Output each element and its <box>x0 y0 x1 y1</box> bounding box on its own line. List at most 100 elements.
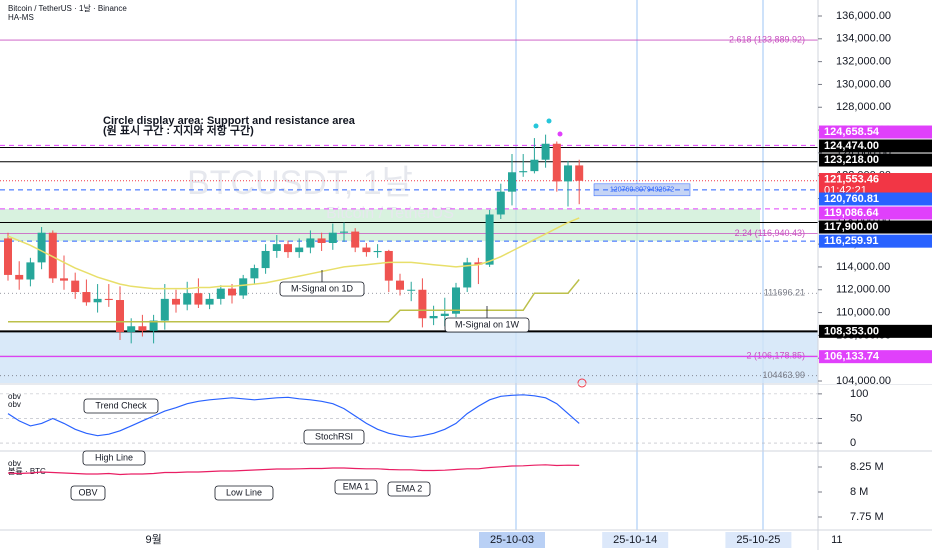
signal-dot <box>533 123 539 129</box>
price-tag <box>819 220 932 234</box>
x-tick-label: 11 <box>831 534 842 546</box>
candle-body <box>127 326 136 332</box>
candle-body <box>172 298 180 305</box>
candle-body <box>216 288 225 299</box>
candle-body <box>362 247 371 253</box>
price-tag <box>819 206 932 220</box>
candle-body <box>373 250 382 253</box>
candle-body <box>194 293 203 305</box>
price-tag <box>819 324 932 338</box>
time-highlight <box>479 532 545 548</box>
price-tag-label: 117,900.00 <box>824 221 878 233</box>
candle-body <box>485 214 494 265</box>
y-tick-label: 132,000.00 <box>836 56 891 68</box>
annotation: (원 표시 구간 : 지지와 저항 구간) <box>103 123 254 137</box>
y-tick-label: 110,000.00 <box>836 306 890 318</box>
candle-body <box>508 172 516 192</box>
callout-box <box>83 398 159 414</box>
candle-body <box>37 232 46 263</box>
candle-body <box>160 298 169 321</box>
y-tick-label: 100 <box>850 388 868 400</box>
price-tag <box>819 139 932 153</box>
candle-body <box>396 280 404 290</box>
time-highlight <box>602 532 669 548</box>
price-tag <box>819 234 932 248</box>
candle-body <box>272 244 281 251</box>
price-line-label: 2 (106,178.85) <box>746 351 805 361</box>
callout-label: Trend Check <box>95 400 147 410</box>
y-tick-label: 0 <box>850 437 856 449</box>
callout-box <box>82 450 146 466</box>
callout-label: High Line <box>95 452 133 462</box>
support-zone <box>0 208 760 242</box>
symbol-title: Bitcoin / TetherUS · 1날 · Binance <box>8 3 127 13</box>
price-line-label: 104463.99 <box>762 370 805 380</box>
y-tick-label: 134,000.00 <box>836 33 891 45</box>
y-tick-label: 7.75 M <box>850 511 884 523</box>
callout-label: EMA 2 <box>396 483 423 493</box>
price-tag <box>819 350 932 364</box>
price-tag-label: 108,353.00 <box>824 325 879 337</box>
y-tick-label: 114,000.00 <box>836 261 890 273</box>
candle-body <box>239 278 248 296</box>
candle-body <box>71 280 80 293</box>
candle-body <box>351 231 360 248</box>
price-tag <box>819 153 932 167</box>
watermark-sub: Bitcoin / TetherUS <box>326 205 454 222</box>
candle-body <box>104 298 113 301</box>
indicator-title: HA-MS <box>8 13 34 22</box>
price-line-label: 2.618 (133,889.92) <box>729 34 805 44</box>
background-layer <box>0 0 818 530</box>
candle-body <box>564 165 572 182</box>
candle-body <box>138 326 147 331</box>
signal-dot <box>557 131 563 137</box>
candle-body <box>250 268 259 279</box>
candle-body <box>149 320 158 331</box>
callout-box <box>334 479 378 495</box>
x-tick-label: 25-10-03 <box>490 534 534 546</box>
candle-body <box>474 262 483 265</box>
candle-body <box>418 289 427 319</box>
candle-body <box>440 313 449 316</box>
price-tag-label: 124,658.54 <box>824 126 880 138</box>
callout-label: M-Signal on 1D <box>291 283 354 293</box>
candle-body <box>541 143 550 160</box>
price-tag <box>819 192 932 206</box>
callout-label: OBV <box>78 487 97 497</box>
main-pane: 2.618 (133,889.92) 2.24 (116,940.43) 2 (10… <box>0 34 818 380</box>
price-tag-label: 124,474.00 <box>824 140 879 152</box>
candle-body <box>575 165 584 181</box>
signal-dot <box>546 118 552 124</box>
callout-box <box>387 481 431 497</box>
y-tick-label: 50 <box>850 412 862 424</box>
candle-body <box>15 274 24 280</box>
series-line <box>8 279 580 323</box>
price-line-label: 111696.21 <box>764 288 805 298</box>
pane-title: obv <box>8 392 21 401</box>
callout-label: EMA 1 <box>343 481 370 491</box>
candle-body <box>552 143 561 182</box>
y-tick-label: 128,000.00 <box>836 101 891 113</box>
price-line-label: 2.24 (116,940.43) <box>735 228 805 238</box>
y-tick-label: 130,000.00 <box>836 78 891 90</box>
x-tick-label: 25-10-14 <box>613 534 657 546</box>
watermark: BTCUSDT, 1날 <box>187 164 413 202</box>
callout-label: StochRSI <box>315 431 353 441</box>
candle-body <box>228 288 236 296</box>
price-tag-label: 121,553.46 <box>824 173 879 185</box>
callout-label: M-Signal on 1W <box>455 319 520 329</box>
pane-title: 볼륨 · BTC <box>8 466 46 476</box>
candle-body <box>328 232 337 243</box>
x-tick-label: 25-10-25 <box>736 534 780 546</box>
series-line <box>7 464 580 476</box>
candle-body <box>4 238 12 275</box>
candle-body <box>407 289 416 291</box>
y-tick-label: 8.25 M <box>850 461 884 473</box>
candle-body <box>519 171 528 173</box>
x-tick-label: 9월 <box>145 533 161 546</box>
candle-body <box>26 262 35 280</box>
event-icon <box>577 378 587 388</box>
price-tag-label: 123,218.00 <box>824 154 879 166</box>
price-tag-label: 120,760.81 <box>824 193 879 205</box>
series-line <box>7 217 580 290</box>
